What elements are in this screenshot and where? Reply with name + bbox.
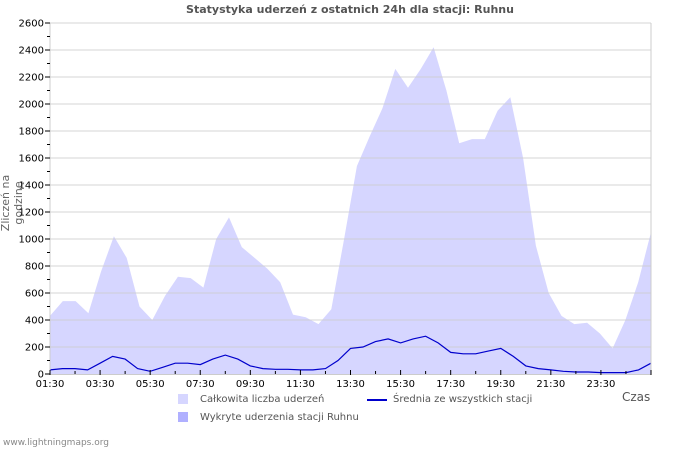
legend-average-line (367, 399, 387, 401)
legend-detected-swatch (178, 412, 188, 422)
legend-total-swatch (178, 394, 188, 404)
x-tick-label: 09:30 (236, 379, 265, 390)
legend-total-label: Całkowita liczba uderzeń (200, 394, 325, 405)
x-tick-label: 15:30 (386, 379, 415, 390)
x-tick-label: 07:30 (186, 379, 215, 390)
legend-average-label: Średnia ze wszystkich stacji (393, 394, 533, 405)
x-tick-label: 17:30 (436, 379, 465, 390)
y-tick-label: 800 (25, 262, 44, 273)
y-tick-label: 1600 (19, 154, 44, 165)
y-tick-label: 0 (38, 370, 44, 381)
y-tick-label: 400 (25, 316, 44, 327)
x-tick-label: 01:30 (36, 379, 65, 390)
x-tick-label: 13:30 (336, 379, 365, 390)
y-tick-label: 600 (25, 289, 44, 300)
y-tick-label: 2400 (19, 46, 44, 57)
x-tick-label: 23:30 (587, 379, 616, 390)
x-tick-label: 05:30 (136, 379, 165, 390)
total-strikes-area (50, 47, 651, 375)
x-tick-label: 21:30 (536, 379, 565, 390)
x-tick-label: 11:30 (286, 379, 315, 390)
y-tick-label: 1400 (19, 181, 44, 192)
x-tick-label: 19:30 (486, 379, 515, 390)
y-tick-label: 1800 (19, 127, 44, 138)
chart-title: Statystyka uderzeń z ostatnich 24h dla s… (186, 3, 514, 16)
y-tick-label: 200 (25, 343, 44, 354)
x-tick-label: 03:30 (86, 379, 115, 390)
y-tick-label: 2200 (19, 73, 44, 84)
x-axis-label: Czas (622, 390, 651, 404)
y-tick-label: 2000 (19, 100, 44, 111)
y-tick-label: 1000 (19, 235, 44, 246)
y-tick-label: 2600 (19, 19, 44, 30)
y-tick-label: 1200 (19, 208, 44, 219)
footer-site-link[interactable]: www.lightningmaps.org (3, 438, 109, 448)
legend-detected-label: Wykryte uderzenia stacji Ruhnu (200, 412, 359, 423)
